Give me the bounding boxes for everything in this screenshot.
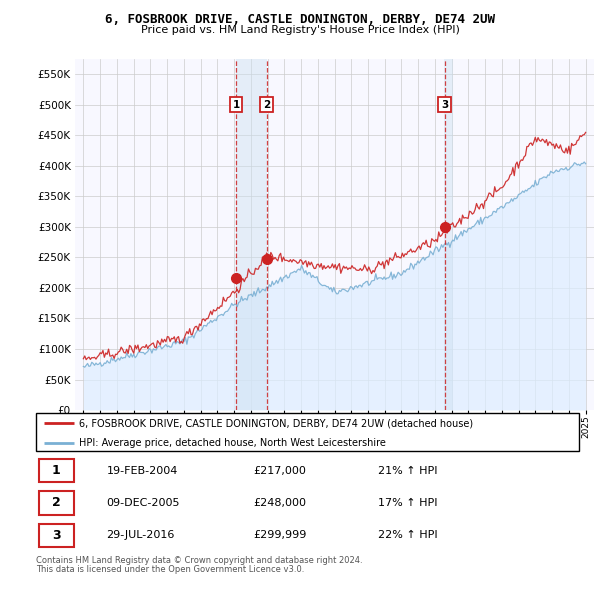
Text: 09-DEC-2005: 09-DEC-2005 — [107, 498, 180, 508]
Text: 3: 3 — [441, 100, 448, 110]
Text: 19-FEB-2004: 19-FEB-2004 — [107, 466, 178, 476]
Text: 6, FOSBROOK DRIVE, CASTLE DONINGTON, DERBY, DE74 2UW: 6, FOSBROOK DRIVE, CASTLE DONINGTON, DER… — [105, 13, 495, 26]
Text: 3: 3 — [52, 529, 61, 542]
Bar — [445, 59, 453, 410]
Text: 2: 2 — [263, 100, 270, 110]
Text: £248,000: £248,000 — [253, 498, 306, 508]
Text: 21% ↑ HPI: 21% ↑ HPI — [378, 466, 437, 476]
Text: 17% ↑ HPI: 17% ↑ HPI — [378, 498, 437, 508]
Text: Price paid vs. HM Land Registry's House Price Index (HPI): Price paid vs. HM Land Registry's House … — [140, 25, 460, 35]
Text: 1: 1 — [233, 100, 240, 110]
FancyBboxPatch shape — [39, 524, 74, 547]
FancyBboxPatch shape — [39, 491, 74, 514]
Bar — [236, 59, 266, 410]
Text: £299,999: £299,999 — [253, 530, 307, 540]
Text: This data is licensed under the Open Government Licence v3.0.: This data is licensed under the Open Gov… — [36, 565, 304, 574]
FancyBboxPatch shape — [36, 413, 579, 451]
Text: 22% ↑ HPI: 22% ↑ HPI — [378, 530, 438, 540]
Text: 2: 2 — [52, 496, 61, 510]
Text: Contains HM Land Registry data © Crown copyright and database right 2024.: Contains HM Land Registry data © Crown c… — [36, 556, 362, 565]
Text: HPI: Average price, detached house, North West Leicestershire: HPI: Average price, detached house, Nort… — [79, 438, 386, 448]
FancyBboxPatch shape — [39, 459, 74, 482]
Text: 29-JUL-2016: 29-JUL-2016 — [107, 530, 175, 540]
Text: 6, FOSBROOK DRIVE, CASTLE DONINGTON, DERBY, DE74 2UW (detached house): 6, FOSBROOK DRIVE, CASTLE DONINGTON, DER… — [79, 418, 473, 428]
Text: 1: 1 — [52, 464, 61, 477]
Text: £217,000: £217,000 — [253, 466, 306, 476]
